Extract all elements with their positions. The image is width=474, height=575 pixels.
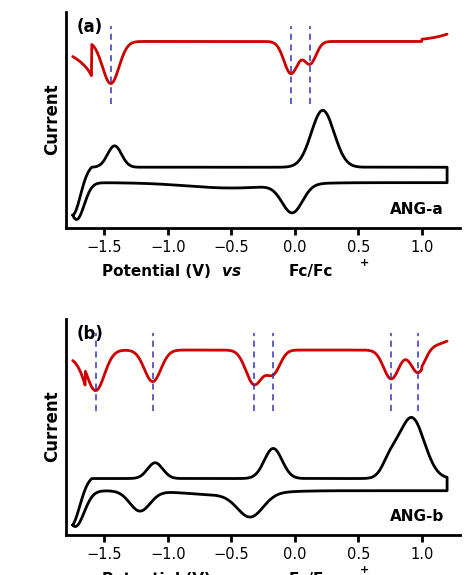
Text: Potential (V): Potential (V) <box>102 572 216 575</box>
Y-axis label: Current: Current <box>43 391 61 462</box>
Text: Fc/Fc: Fc/Fc <box>289 572 333 575</box>
Text: Fc/Fc: Fc/Fc <box>289 264 333 279</box>
Text: +: + <box>359 258 369 268</box>
Text: (b): (b) <box>76 325 103 343</box>
Text: Potential (V): Potential (V) <box>102 264 216 279</box>
Text: +: + <box>359 565 369 575</box>
Text: vs: vs <box>216 264 246 279</box>
Text: vs: vs <box>216 572 246 575</box>
Text: (a): (a) <box>76 18 102 36</box>
Text: ANG-b: ANG-b <box>390 509 444 524</box>
Y-axis label: Current: Current <box>43 84 61 155</box>
Text: ANG-a: ANG-a <box>390 202 444 217</box>
